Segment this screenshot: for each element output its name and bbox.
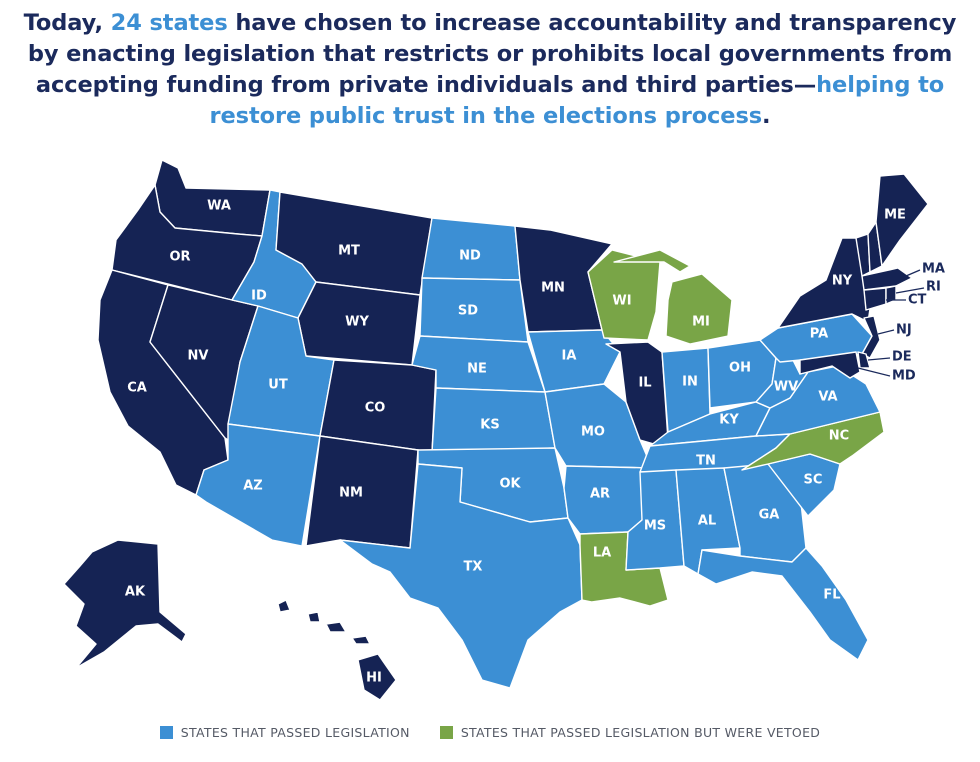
- label-DE: DE: [892, 350, 912, 365]
- label-KY: KY: [719, 413, 739, 428]
- state-ME: [875, 173, 929, 267]
- leader-MD: [857, 367, 891, 377]
- label-NJ: NJ: [896, 323, 912, 338]
- label-AR: AR: [590, 487, 610, 502]
- label-NY: NY: [832, 274, 853, 289]
- label-ME: ME: [884, 208, 906, 223]
- label-SD: SD: [458, 304, 478, 319]
- label-VT: VT: [842, 215, 861, 230]
- label-NE: NE: [467, 362, 487, 377]
- label-NV: NV: [188, 349, 209, 364]
- label-OR: OR: [169, 250, 190, 265]
- label-MA: MA: [922, 262, 945, 277]
- label-OK: OK: [499, 477, 521, 492]
- state-AK: [63, 539, 187, 669]
- headline: Today, 24 states have chosen to increase…: [10, 8, 970, 132]
- headline-part-3: .: [762, 103, 771, 129]
- state-MD: [799, 351, 861, 379]
- label-LA: LA: [593, 546, 611, 561]
- headline-part-1: Today,: [23, 10, 111, 36]
- headline-highlight: helping to restore public trust in the e…: [209, 72, 945, 129]
- legend-item-passed: STATES THAT PASSED LEGISLATION: [159, 724, 410, 740]
- label-IA: IA: [562, 349, 577, 364]
- state-AZ: [195, 423, 321, 547]
- leader-NJ: [877, 329, 895, 335]
- state-RI: [885, 285, 897, 305]
- state-HI: [277, 599, 397, 701]
- label-MI: MI: [692, 315, 710, 330]
- label-MS: MS: [644, 519, 666, 534]
- label-HI: HI: [366, 671, 382, 686]
- label-SC: SC: [804, 473, 823, 488]
- label-NC: NC: [829, 429, 849, 444]
- label-WY: WY: [345, 315, 369, 330]
- label-ID: ID: [251, 289, 267, 304]
- label-AZ: AZ: [243, 479, 263, 494]
- legend-item-vetoed: STATES THAT PASSED LEGISLATION BUT WERE …: [439, 724, 821, 740]
- label-UT: UT: [268, 378, 288, 393]
- state-MA: [861, 267, 913, 291]
- headline-state-count: 24 states: [110, 10, 228, 36]
- state-WI: [587, 249, 661, 341]
- label-CA: CA: [127, 381, 147, 396]
- legend-swatch-vetoed: [439, 725, 453, 739]
- label-TX: TX: [464, 560, 483, 575]
- label-WI: WI: [612, 294, 631, 309]
- label-ND: ND: [459, 249, 481, 264]
- label-WV: WV: [774, 380, 798, 395]
- leader-DE: [867, 357, 891, 361]
- state-CT: [863, 287, 887, 311]
- state-MO: [544, 383, 653, 469]
- state-NJ: [861, 315, 881, 359]
- label-RI: RI: [926, 280, 941, 295]
- state-NC: [741, 411, 885, 471]
- state-DE: [857, 351, 871, 369]
- state-IA: [527, 329, 621, 393]
- label-PA: PA: [810, 327, 828, 342]
- label-GA: GA: [759, 508, 780, 523]
- label-VA: VA: [818, 390, 837, 405]
- label-MO: MO: [581, 425, 605, 440]
- headline-part-2: have chosen to increase accountability a…: [27, 10, 957, 98]
- legend-label-vetoed: STATES THAT PASSED LEGISLATION BUT WERE …: [460, 724, 821, 740]
- label-CO: CO: [365, 401, 386, 416]
- state-TX: [339, 463, 583, 689]
- label-IL: IL: [638, 376, 651, 391]
- label-IN: IN: [682, 375, 698, 390]
- label-MN: MN: [541, 281, 565, 296]
- us-states-map: WA OR CA NV ID MT WY UT CO AZ NM ND SD N…: [63, 159, 945, 701]
- label-AL: AL: [698, 514, 716, 529]
- state-FL: [697, 547, 869, 661]
- label-MD: MD: [892, 369, 916, 384]
- legend-swatch-passed: [159, 725, 173, 739]
- leader-MA: [905, 269, 921, 277]
- legend-label-passed: STATES THAT PASSED LEGISLATION: [180, 724, 410, 740]
- state-MI: [613, 249, 733, 345]
- label-FL: FL: [823, 588, 840, 603]
- label-CT: CT: [908, 293, 927, 308]
- label-KS: KS: [480, 418, 499, 433]
- map-legend: STATES THAT PASSED LEGISLATION STATES TH…: [0, 722, 980, 742]
- label-OH: OH: [729, 361, 751, 376]
- label-WA: WA: [207, 199, 231, 214]
- label-NM: NM: [339, 486, 363, 501]
- label-MT: MT: [338, 244, 360, 259]
- leader-RI: [895, 287, 925, 294]
- label-AK: AK: [125, 585, 146, 600]
- state-WY: [297, 281, 421, 366]
- label-TN: TN: [696, 454, 716, 469]
